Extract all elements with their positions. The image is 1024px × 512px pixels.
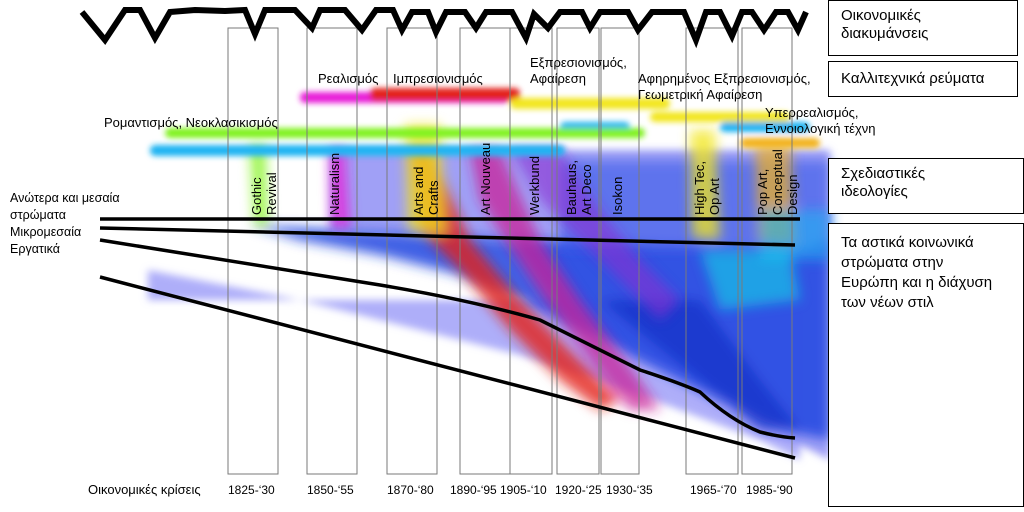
label-realism: Ρεαλισμός [318, 71, 379, 86]
lower-boundary-line [99, 275, 796, 460]
label-abstract-expr-1: Αφηρημένος Εξπρεσιονισμός, [638, 71, 811, 86]
crises-label: Οικονομικές κρίσεις [88, 482, 201, 497]
design-naturalism: Naturalism [327, 152, 343, 215]
design-werkbund: Werkbund [527, 155, 543, 215]
period-label: 1985-‘90 [746, 483, 793, 497]
design-gothic: Gothic Revival [249, 172, 280, 215]
label-surrealism-2: Εννοιολογική τέχνη [765, 121, 876, 136]
period-label: 1870-‘80 [387, 483, 434, 497]
design-arts-crafts-line2: Crafts [425, 180, 441, 215]
design-naturalism-line1: Naturalism [327, 152, 342, 215]
period-label: 1850-‘55 [307, 483, 354, 497]
design-isokon: Isokon [610, 176, 626, 215]
period-label: 1825-‘30 [228, 483, 275, 497]
legend-urban-strata: Τα αστικά κοινωνικά στρώματα στην Ευρώπη… [828, 223, 1024, 507]
label-abstract-expr-2: Γεωμετρική Αφαίρεση [638, 87, 763, 102]
design-art-nouveau: Art Nouveau [478, 142, 494, 215]
period-label: 1930-‘35 [606, 483, 653, 497]
layer-petty-bourgeois: Μικρομεσαία [10, 225, 82, 239]
legend-economic-fluctuations: Οικονομικές διακυμάνσεις [828, 0, 1018, 56]
legend-art-movements: Καλλιτεχνικά ρεύματα [828, 61, 1018, 97]
legend-urban-strata-line1: Τα αστικά κοινωνικά [841, 234, 974, 251]
design-popart-line1: Pop Art, [755, 168, 770, 215]
design-arts-crafts-line1: Arts and [411, 166, 426, 215]
design-popart-line2: Conceptual [769, 149, 785, 215]
design-bauhaus-line1: Bauhaus, [564, 160, 579, 215]
layer-working: Εργατικά [10, 242, 60, 256]
design-werkbund-line1: Werkbund [527, 155, 542, 215]
design-hightec-line1: High Tec, [692, 161, 707, 215]
layer-upper-2: στρώματα [10, 208, 66, 222]
label-romanticism: Ρομαντισμός, Νεοκλασικισμός [104, 115, 278, 130]
legend-art-movements-label: Καλλιτεχνικά ρεύματα [841, 70, 985, 87]
design-bauhaus-line2: Art Deco [578, 164, 594, 215]
working-class-line [99, 238, 796, 440]
legend-economic-fluctuations-line2: διακυμάνσεις [841, 25, 929, 42]
design-hightec: High Tec, Op Art [692, 161, 723, 215]
legend-urban-strata-line3: Ευρώπη και η διάχυση [841, 274, 993, 291]
design-arts-crafts: Arts and Crafts [411, 166, 442, 215]
design-popart-line3: Design [784, 174, 800, 215]
design-popart: Pop Art, Conceptual Design [755, 149, 801, 215]
legend-urban-strata-line4: των νέων στιλ [841, 294, 934, 311]
design-gothic-line2: Revival [263, 172, 279, 215]
period-label: 1890-‘95 [450, 483, 497, 497]
design-hightec-line2: Op Art [706, 178, 722, 215]
period-label: 1920-‘25 [555, 483, 602, 497]
legend-economic-fluctuations-line1: Οικονομικές [841, 7, 921, 24]
design-art-nouveau-line1: Art Nouveau [478, 142, 493, 215]
economic-fluctuation-line [79, 6, 809, 49]
legend-urban-strata-line2: στρώματα στην [841, 254, 944, 271]
label-expressionism-1: Εξπρεσιονισμός, [530, 55, 627, 70]
label-impressionism: Ιμπρεσιονισμός [393, 71, 483, 86]
layer-upper-1: Ανώτερα και μεσαία [10, 191, 120, 205]
design-gothic-line1: Gothic [249, 177, 264, 215]
period-label: 1965-‘70 [690, 483, 737, 497]
legend-design-ideologies-line1: Σχεδιαστικές [841, 165, 926, 182]
period-label: 1905-‘10 [500, 483, 547, 497]
design-isokon-line1: Isokon [610, 176, 625, 215]
label-expressionism-2: Αφαίρεση [530, 71, 586, 86]
legend-design-ideologies: Σχεδιαστικές ιδεολογίες [828, 158, 1024, 214]
design-bauhaus: Bauhaus, Art Deco [564, 160, 595, 215]
label-surrealism-1: Υπερρεαλισμός, [765, 105, 859, 120]
petty-bourgeois-line [99, 226, 796, 247]
legend-design-ideologies-line2: ιδεολογίες [841, 183, 908, 200]
